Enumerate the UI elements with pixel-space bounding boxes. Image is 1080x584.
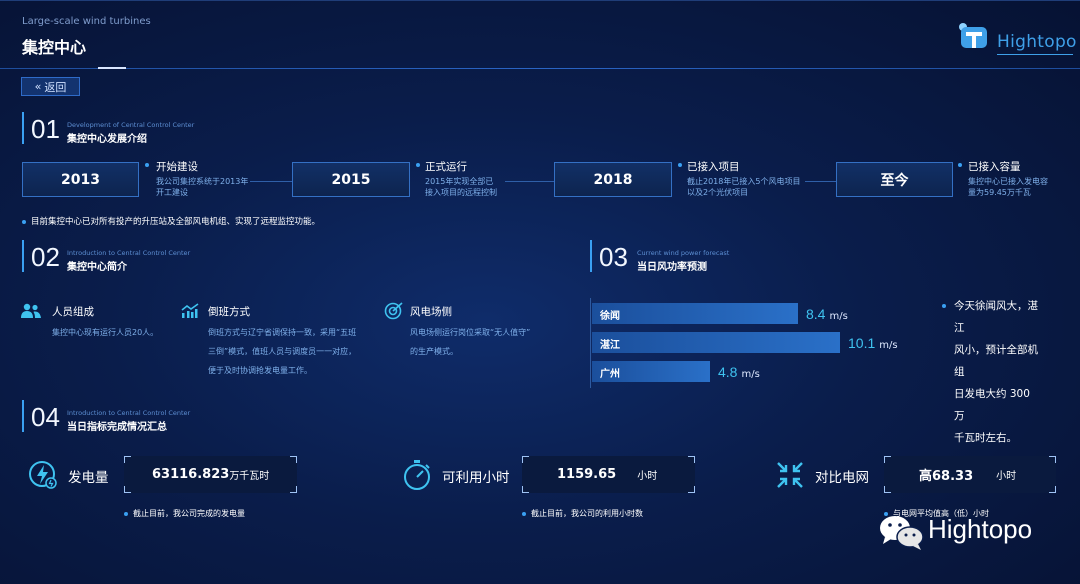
bullet-dot xyxy=(22,219,26,224)
page-title: 集控中心 xyxy=(22,38,87,57)
stopwatch-icon xyxy=(404,460,430,490)
kpi-unit: 小时 xyxy=(996,471,1017,482)
kpi-label: 发电量 xyxy=(68,470,109,486)
intro-desc: 倒班方式与辽宁省调保持一致，采用“五班 三倒”模式，值班人员与调度员一一对应， … xyxy=(208,328,357,375)
year-box: 2015 xyxy=(292,162,410,197)
timeline-title: 开始建设 xyxy=(156,161,198,173)
section-title: 集控中心发展介绍 xyxy=(67,134,147,145)
timeline-desc: 截止2018年已接入5个风电项目 以及2个光伏项目 xyxy=(687,177,801,197)
back-button[interactable]: « 返回 xyxy=(21,77,80,96)
bullet-dot xyxy=(942,304,946,308)
timeline-title: 已接入项目 xyxy=(687,161,740,173)
section-number: 03 xyxy=(599,242,628,272)
kpi-value: 1159.65 xyxy=(557,467,617,482)
kpi-unit: 万千瓦时 xyxy=(229,471,270,482)
timeline-dot xyxy=(678,163,682,167)
section-title: 集控中心简介 xyxy=(67,262,127,273)
forecast-value: 10.1 xyxy=(848,335,876,351)
year-box: 2018 xyxy=(554,162,672,197)
forecast-bar xyxy=(592,361,710,382)
header-divider xyxy=(0,68,1080,69)
kpi-value: 高68.33 xyxy=(919,469,974,484)
header-accent xyxy=(98,67,126,69)
section-marker xyxy=(22,400,24,432)
hightopo-logo-icon xyxy=(959,23,987,48)
page-subtitle: Large-scale wind turbines xyxy=(22,16,151,27)
timeline-desc: 集控中心已接入发电容 量为59.45万千瓦 xyxy=(968,177,1048,197)
intro-title: 风电场侧 xyxy=(410,306,452,318)
kpi-value-box: 63116.823 万千瓦时 xyxy=(124,456,297,493)
section-marker xyxy=(22,112,24,144)
kpi-value: 63116.823 xyxy=(152,467,230,482)
forecast-value-label: 8.4 m/s xyxy=(806,304,848,323)
bullet-dot xyxy=(884,511,888,516)
kpi-note: 与电网平均值高（低）小时 xyxy=(884,508,989,519)
compress-arrows-icon xyxy=(777,462,803,488)
kpi-label: 可利用小时 xyxy=(442,470,510,486)
target-icon xyxy=(384,302,403,320)
forecast-value: 4.8 xyxy=(718,364,738,380)
section-note: 目前集控中心已对所有投产的升压站及全部风电机组、实现了远程监控功能。 xyxy=(22,215,320,227)
watermark-text: Hightopo xyxy=(928,514,1033,544)
intro-title: 倒班方式 xyxy=(208,306,250,318)
bar-chart-icon xyxy=(181,303,199,318)
forecast-bar-label: 湛江 xyxy=(600,340,620,351)
intro-title: 人员组成 xyxy=(52,306,94,318)
wechat-icon xyxy=(880,516,924,550)
people-icon xyxy=(21,303,41,318)
section-number: 02 xyxy=(31,242,60,272)
year-box: 2013 xyxy=(22,162,139,197)
intro-desc: 风电场侧运行岗位采取“无人值守” 的生产模式。 xyxy=(410,328,531,356)
timeline-title: 已接入容量 xyxy=(968,161,1021,173)
timeline-title: 正式运行 xyxy=(425,161,467,173)
back-button-label: 返回 xyxy=(44,80,67,94)
section-title-en: Introduction to Central Control Center xyxy=(67,249,191,257)
timeline-connector xyxy=(250,181,292,182)
forecast-bar xyxy=(592,332,840,353)
double-chevron-left-icon: « xyxy=(34,80,42,93)
section-number: 01 xyxy=(31,114,60,144)
section-title-en: Introduction to Central Control Center xyxy=(67,409,191,417)
year-box: 至今 xyxy=(836,162,953,197)
kpi-unit: 小时 xyxy=(637,471,658,482)
section-title: 当日指标完成情况汇总 xyxy=(67,422,167,433)
section-title-en: Current wind power forecast xyxy=(637,249,730,257)
timeline-dot xyxy=(416,163,420,167)
section-number: 04 xyxy=(31,402,60,432)
kpi-note: 截止目前，我公司完成的发电量 xyxy=(124,508,245,519)
section-marker xyxy=(590,240,592,272)
section-marker xyxy=(22,240,24,272)
bullet-dot xyxy=(522,511,526,516)
forecast-note: 今天徐闻风大，湛江 风小，预计全部机组 日发电大约 300 万 千瓦时左右。 xyxy=(942,295,1042,449)
forecast-value-label: 10.1 m/s xyxy=(848,333,898,352)
forecast-unit: m/s xyxy=(741,369,760,380)
section-title: 当日风功率预测 xyxy=(637,262,707,273)
kpi-value-box: 高68.33 小时 xyxy=(884,456,1056,493)
forecast-value: 8.4 xyxy=(806,306,826,322)
timeline-dot xyxy=(145,163,149,167)
kpi-value-box: 1159.65 小时 xyxy=(522,456,695,493)
power-icon xyxy=(29,461,57,489)
forecast-unit: m/s xyxy=(829,311,848,322)
timeline-desc: 我公司集控系统于2013年 开工建设 xyxy=(156,177,249,197)
kpi-label: 对比电网 xyxy=(815,470,869,486)
forecast-axis xyxy=(590,298,591,388)
timeline-connector xyxy=(505,181,554,182)
top-border xyxy=(0,0,1080,1)
intro-desc: 集控中心现有运行人员20人。 xyxy=(52,328,159,337)
section-title-en: Development of Central Control Center xyxy=(67,121,195,129)
timeline-dot xyxy=(958,163,962,167)
forecast-bar-label: 徐闻 xyxy=(600,311,620,322)
forecast-unit: m/s xyxy=(879,340,898,351)
forecast-bar-label: 广州 xyxy=(600,369,620,380)
forecast-value-label: 4.8 m/s xyxy=(718,362,760,381)
bullet-dot xyxy=(124,511,128,516)
logo-text: Hightopo xyxy=(997,32,1077,52)
forecast-bar xyxy=(592,303,798,324)
kpi-note: 截止目前，我公司的利用小时数 xyxy=(522,508,643,519)
timeline-connector xyxy=(805,181,836,182)
timeline-desc: 2015年实现全部已 接入项目的远程控制 xyxy=(425,177,497,197)
logo-underline xyxy=(997,54,1073,55)
